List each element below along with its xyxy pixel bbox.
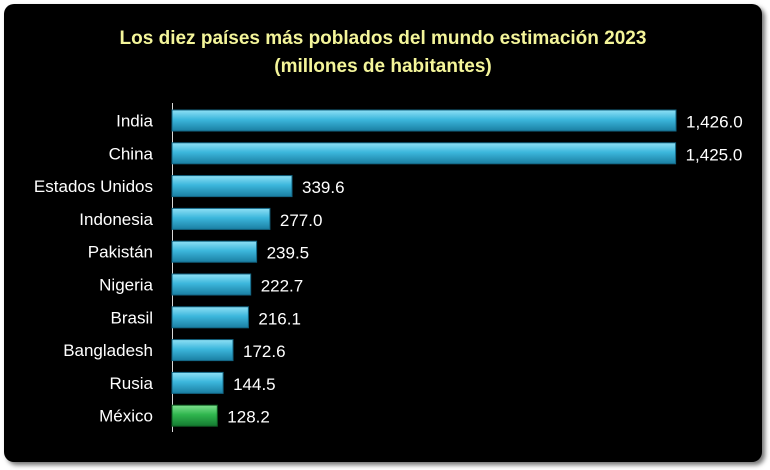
value-label: 277.0 (280, 211, 323, 230)
bar (171, 404, 218, 427)
category-label: Estados Unidos (34, 177, 153, 196)
bar (171, 142, 677, 165)
bar (171, 273, 252, 296)
bar (171, 109, 677, 132)
category-label: Bangladesh (63, 341, 153, 360)
bar (171, 339, 234, 362)
category-label: México (99, 407, 153, 426)
category-label: China (109, 144, 154, 163)
category-label: Rusia (110, 374, 154, 393)
chart-frame (4, 4, 762, 462)
bar (171, 306, 249, 329)
category-label: Indonesia (79, 210, 153, 229)
value-label: 1,426.0 (686, 113, 743, 132)
value-label: 128.2 (227, 408, 270, 427)
bar (171, 240, 258, 263)
value-label: 172.6 (243, 342, 286, 361)
category-label: Nigeria (99, 276, 153, 295)
category-label: Pakistán (88, 243, 153, 262)
bar (171, 371, 224, 394)
value-label: 216.1 (258, 309, 301, 328)
chart-subtitle: (millones de habitantes) (274, 56, 492, 77)
value-label: 1,425.0 (686, 145, 743, 164)
bar (171, 207, 271, 230)
value-label: 144.5 (233, 375, 276, 394)
value-label: 239.5 (267, 244, 310, 263)
bar (171, 175, 293, 198)
value-label: 339.6 (302, 178, 345, 197)
category-label: Brasil (110, 308, 153, 327)
chart-title: Los diez países más poblados del mundo e… (119, 28, 647, 49)
value-label: 222.7 (261, 277, 304, 296)
category-label: India (116, 112, 153, 131)
